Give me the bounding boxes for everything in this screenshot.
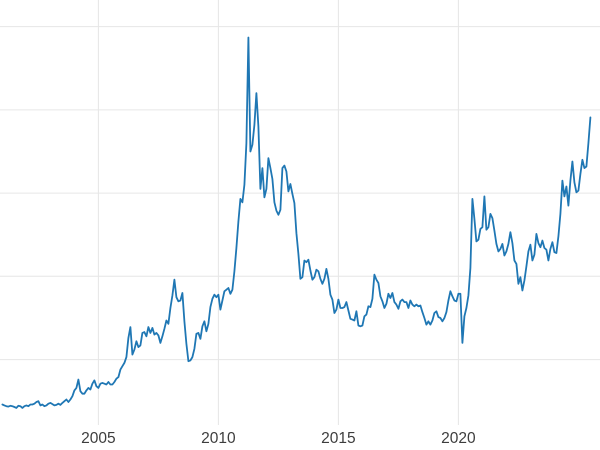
x-axis-tick-labels: 2005 2010 2015 2020 bbox=[81, 430, 476, 447]
x-tick-label: 2010 bbox=[201, 430, 236, 447]
vertical-gridlines bbox=[97, 0, 459, 425]
x-tick-label: 2015 bbox=[321, 430, 355, 447]
x-tick-label: 2020 bbox=[441, 430, 476, 447]
x-tick-label: 2005 bbox=[81, 430, 115, 447]
horizontal-gridlines bbox=[0, 26, 600, 361]
price-line-series bbox=[1, 36, 592, 409]
